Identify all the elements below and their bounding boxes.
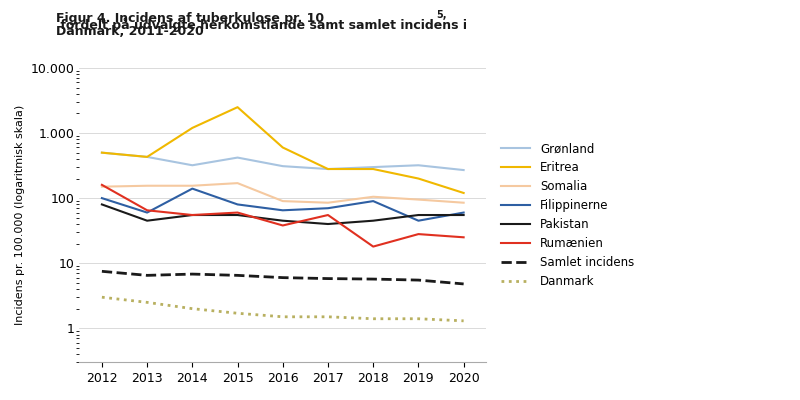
Danmark <box>369 316 378 321</box>
Line: Somalia: Somalia <box>102 183 464 203</box>
Line: Samlet incidens: Samlet incidens <box>102 271 464 284</box>
Eritrea <box>459 190 469 195</box>
Pakistan <box>142 218 152 223</box>
Grønland <box>459 168 469 172</box>
Rumænien <box>323 213 333 218</box>
Filippinerne <box>142 210 152 215</box>
Danmark <box>187 306 197 311</box>
Pakistan <box>414 213 423 218</box>
Rumænien <box>142 208 152 213</box>
Samlet incidens <box>97 269 106 274</box>
Text: Danmark, 2011-2020: Danmark, 2011-2020 <box>56 25 204 38</box>
Line: Filippinerne: Filippinerne <box>102 189 464 221</box>
Eritrea <box>142 154 152 159</box>
Danmark <box>278 314 287 319</box>
Grønland <box>97 150 106 155</box>
Filippinerne <box>369 199 378 204</box>
Somalia <box>369 194 378 199</box>
Y-axis label: Incidens pr. 100.000 (logaritmisk skala): Incidens pr. 100.000 (logaritmisk skala) <box>15 105 25 325</box>
Eritrea <box>323 167 333 172</box>
Samlet incidens <box>459 282 469 286</box>
Samlet incidens <box>187 272 197 276</box>
Line: Danmark: Danmark <box>102 297 464 321</box>
Rumænien <box>187 213 197 218</box>
Filippinerne <box>414 218 423 223</box>
Somalia <box>187 183 197 188</box>
Samlet incidens <box>414 278 423 282</box>
Grønland <box>414 163 423 168</box>
Samlet incidens <box>369 277 378 282</box>
Filippinerne <box>187 186 197 191</box>
Rumænien <box>278 223 287 228</box>
Somalia <box>142 183 152 188</box>
Somalia <box>97 184 106 189</box>
Pakistan <box>233 213 242 218</box>
Grønland <box>369 165 378 170</box>
Grønland <box>278 164 287 168</box>
Eritrea <box>97 150 106 155</box>
Danmark <box>414 316 423 321</box>
Danmark <box>233 311 242 316</box>
Eritrea <box>414 176 423 181</box>
Rumænien <box>97 182 106 187</box>
Grønland <box>233 155 242 160</box>
Filippinerne <box>97 196 106 200</box>
Line: Pakistan: Pakistan <box>102 204 464 224</box>
Eritrea <box>369 167 378 172</box>
Samlet incidens <box>323 276 333 281</box>
Eritrea <box>233 105 242 110</box>
Filippinerne <box>323 206 333 211</box>
Somalia <box>414 197 423 202</box>
Line: Eritrea: Eritrea <box>102 107 464 193</box>
Pakistan <box>187 213 197 218</box>
Rumænien <box>414 232 423 236</box>
Line: Rumænien: Rumænien <box>102 185 464 246</box>
Danmark <box>142 300 152 305</box>
Samlet incidens <box>233 273 242 278</box>
Eritrea <box>187 126 197 130</box>
Somalia <box>323 200 333 205</box>
Somalia <box>233 181 242 186</box>
Rumænien <box>369 244 378 249</box>
Text: fordelt på udvalgte herkomstlande samt samlet incidens i: fordelt på udvalgte herkomstlande samt s… <box>56 17 467 32</box>
Rumænien <box>459 235 469 240</box>
Text: 5,: 5, <box>436 10 446 20</box>
Danmark <box>459 318 469 323</box>
Eritrea <box>278 145 287 150</box>
Legend: Grønland, Eritrea, Somalia, Filippinerne, Pakistan, Rumænien, Samlet incidens, D: Grønland, Eritrea, Somalia, Filippinerne… <box>496 138 639 292</box>
Filippinerne <box>233 202 242 207</box>
Pakistan <box>278 218 287 223</box>
Filippinerne <box>459 210 469 215</box>
Grønland <box>187 163 197 168</box>
Samlet incidens <box>278 275 287 280</box>
Line: Grønland: Grønland <box>102 153 464 170</box>
Danmark <box>323 314 333 319</box>
Somalia <box>459 200 469 205</box>
Text: Figur 4. Incidens af tuberkulose pr. 10: Figur 4. Incidens af tuberkulose pr. 10 <box>56 12 324 25</box>
Grønland <box>323 167 333 172</box>
Somalia <box>278 199 287 204</box>
Pakistan <box>97 202 106 207</box>
Pakistan <box>459 213 469 218</box>
Filippinerne <box>278 208 287 213</box>
Danmark <box>97 295 106 300</box>
Pakistan <box>369 218 378 223</box>
Rumænien <box>233 210 242 215</box>
Samlet incidens <box>142 273 152 278</box>
Pakistan <box>323 222 333 226</box>
Grønland <box>142 154 152 159</box>
